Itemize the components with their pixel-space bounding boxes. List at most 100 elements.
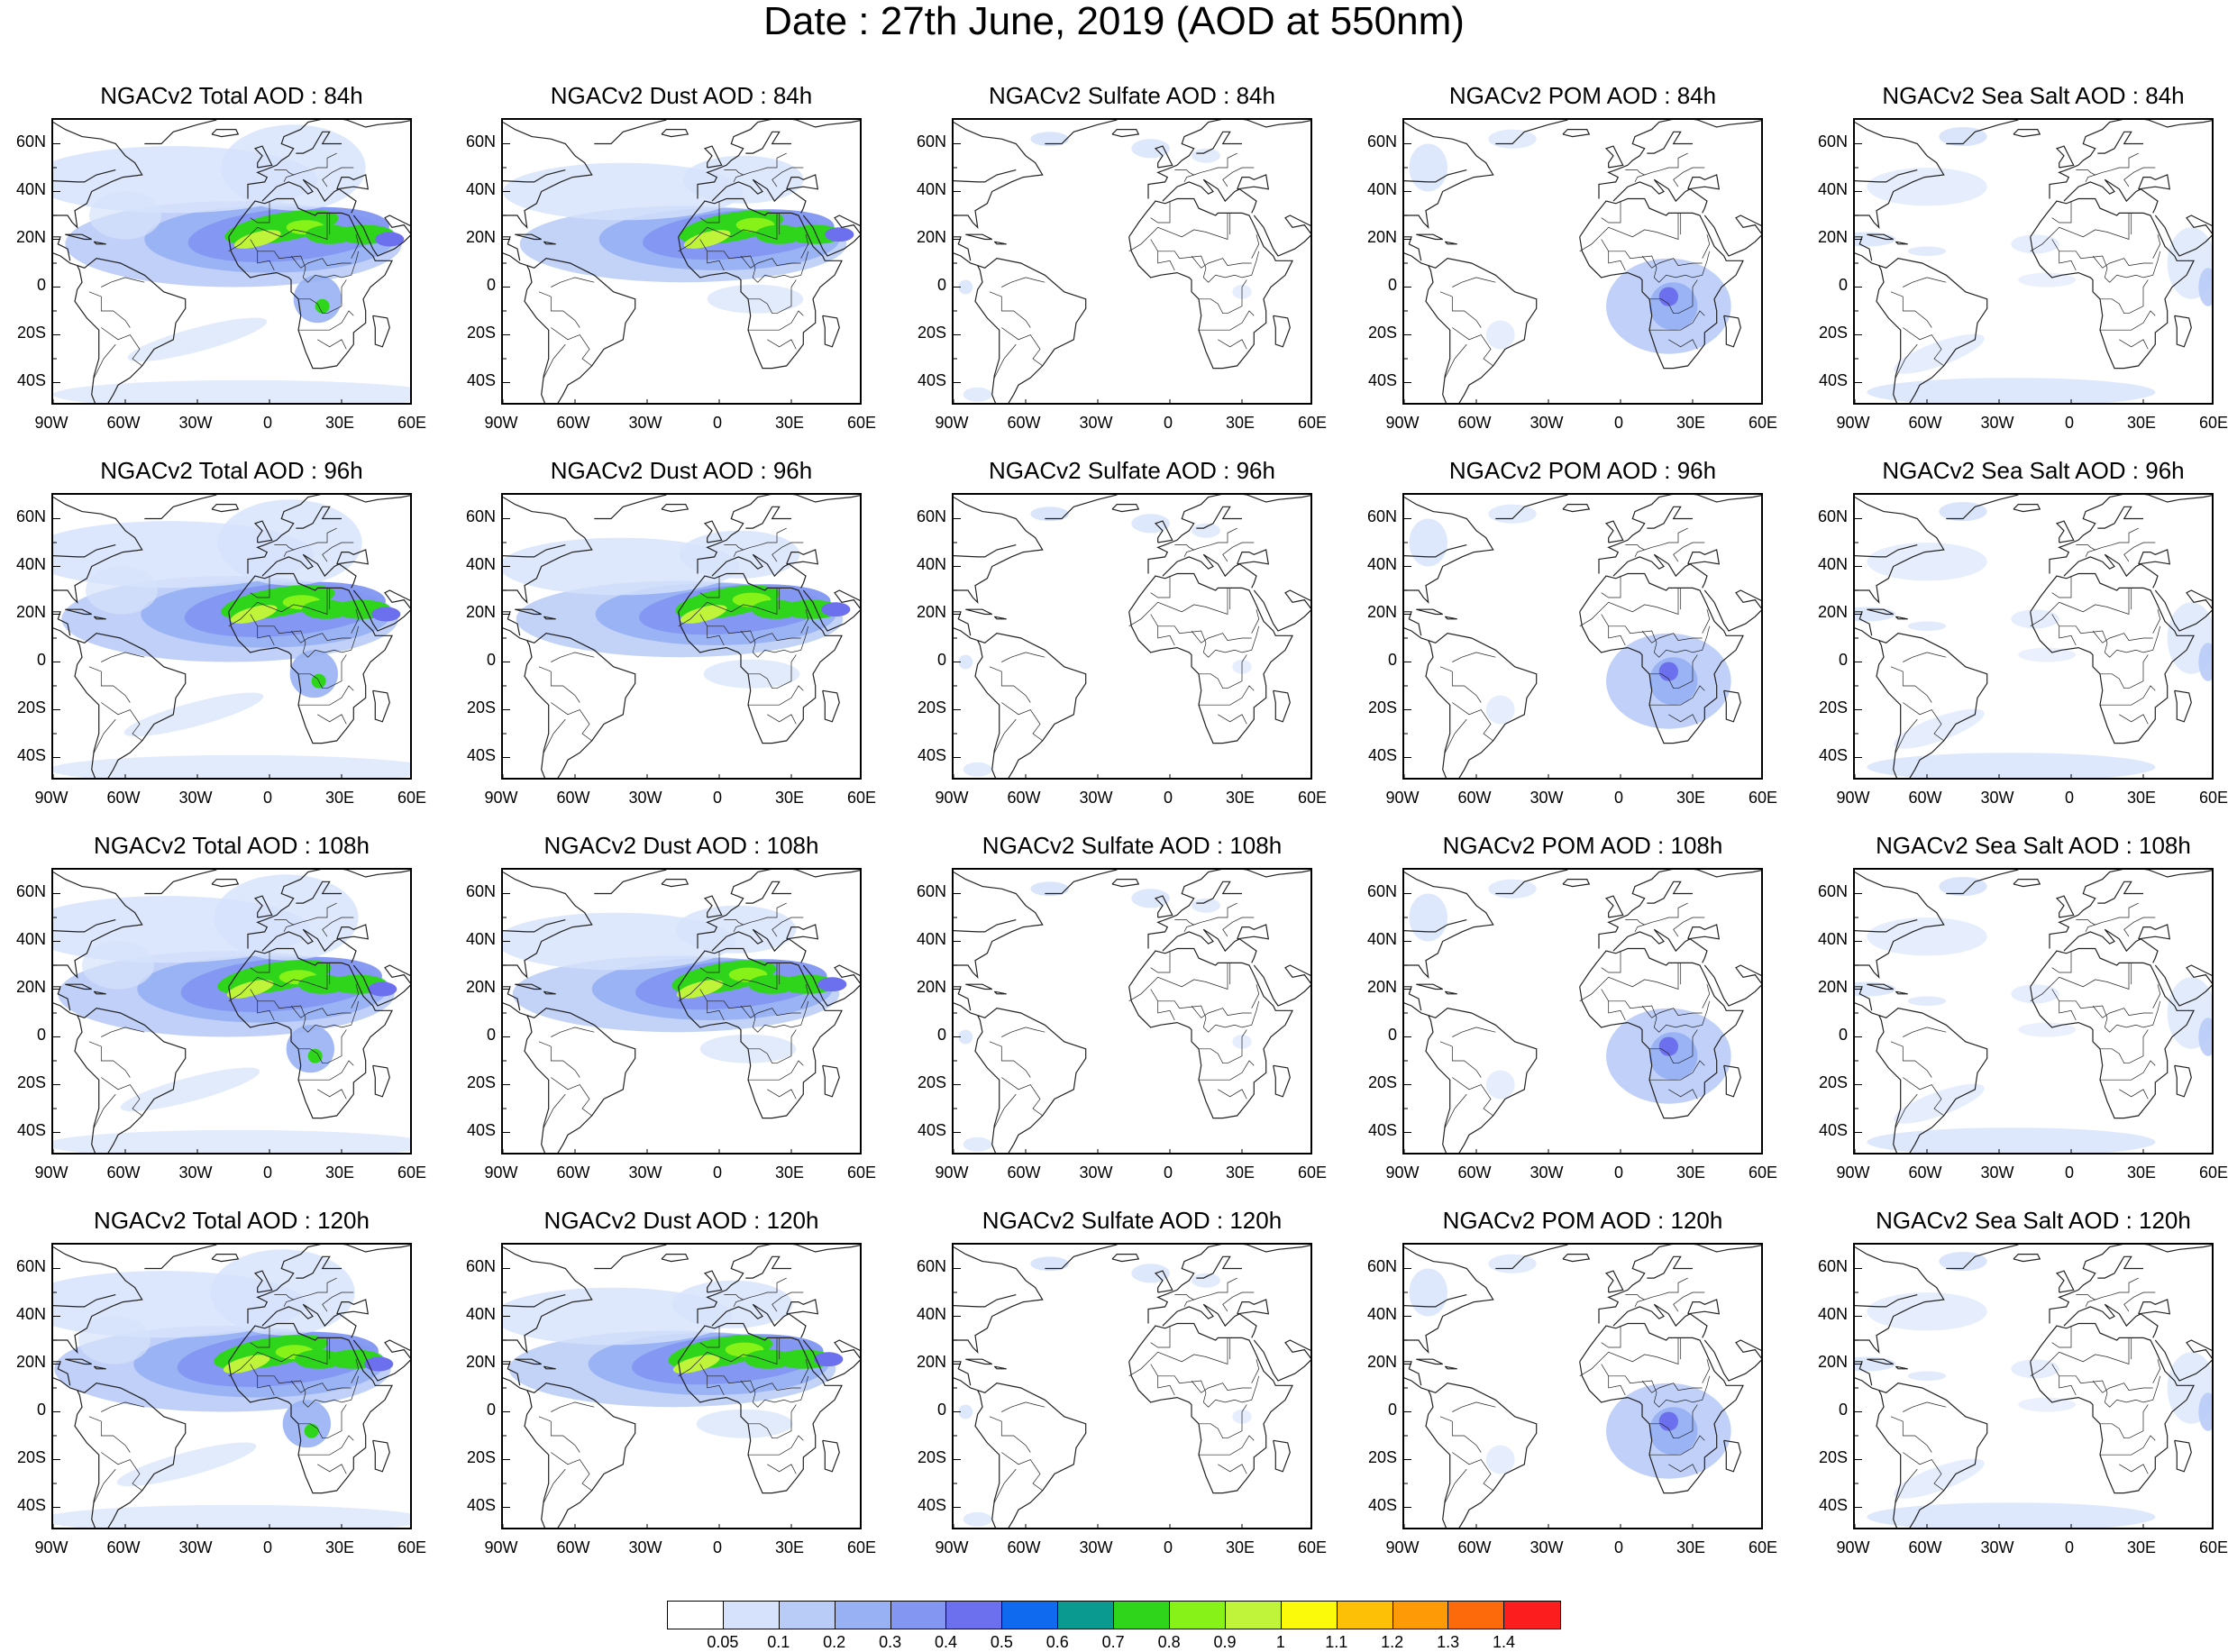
aod-plume <box>676 980 724 999</box>
lon-label: 90W <box>34 789 68 807</box>
country-border <box>2051 239 2161 283</box>
country-border <box>1452 1452 1493 1492</box>
country-border <box>1668 714 1698 725</box>
coastline <box>53 627 78 642</box>
coastline <box>1855 544 1918 558</box>
country-border <box>551 1077 592 1117</box>
lon-label: 0 <box>712 1164 722 1182</box>
country-border <box>1601 239 1711 283</box>
country-border <box>1157 1000 1175 1021</box>
country-border <box>1128 963 1228 1002</box>
country-border <box>1579 213 1679 252</box>
coastline <box>2154 589 2212 632</box>
country-border <box>2076 544 2096 558</box>
country-border <box>740 1005 801 1018</box>
country-border <box>1150 951 1171 973</box>
country-border <box>1668 1464 1698 1474</box>
country-border <box>257 251 275 271</box>
coastline <box>228 197 393 370</box>
lon-label: 60W <box>106 1538 141 1556</box>
aod-plume <box>1192 1273 1220 1288</box>
coastline <box>543 616 556 620</box>
coastline <box>1612 928 1708 963</box>
coastline <box>661 504 689 513</box>
country-border <box>257 625 275 646</box>
coastline <box>993 990 1007 995</box>
country-border <box>1218 714 1247 725</box>
lat-label: 20N <box>15 977 46 996</box>
country-border <box>1444 718 1467 753</box>
country-border <box>2059 625 2077 646</box>
country-border <box>1673 542 1705 562</box>
coastline <box>1604 520 1624 543</box>
sulfate-map-svg <box>954 1245 1310 1528</box>
country-border <box>772 167 804 187</box>
aod-plume <box>963 762 992 777</box>
coastline <box>1647 1255 1693 1279</box>
country-border <box>93 718 116 753</box>
coastline <box>53 919 116 933</box>
country-border <box>551 1027 595 1037</box>
country-border <box>1218 339 1247 350</box>
country-border <box>2092 630 2153 643</box>
country-border <box>1625 544 1646 558</box>
coastline <box>211 129 240 138</box>
country-border <box>699 576 720 598</box>
colorbar-swatch <box>1392 1602 1449 1629</box>
country-border <box>2095 527 2139 551</box>
country-border <box>743 527 787 551</box>
coastline <box>372 315 390 348</box>
country-border <box>772 1291 804 1312</box>
country-border <box>2095 152 2139 176</box>
coastline <box>228 1322 393 1494</box>
dust-aod-map <box>501 1243 862 1529</box>
lon-label: 90W <box>935 414 969 432</box>
pom-map-svg <box>1404 120 1761 403</box>
coastline <box>74 633 187 778</box>
lon-label: 30W <box>178 1164 213 1182</box>
country-border <box>1191 1005 1252 1018</box>
coastline <box>336 174 370 190</box>
country-border <box>699 239 809 283</box>
aod-plume <box>1894 708 1985 749</box>
aod-plume <box>127 317 268 362</box>
coastline <box>974 1383 1087 1528</box>
aod-shading <box>958 1256 1252 1527</box>
aod-plume <box>503 162 744 221</box>
coastline <box>336 924 370 940</box>
lon-label: 60E <box>1297 1164 1328 1182</box>
coastline <box>1404 497 1494 604</box>
panel-title: NGACv2 Dust AOD : 120h <box>543 1207 819 1234</box>
lat-label: 60N <box>1366 507 1397 525</box>
country-border <box>1001 652 1046 662</box>
aod-plume <box>315 298 330 314</box>
coastline <box>1895 1365 1908 1370</box>
country-border <box>250 951 270 973</box>
country-border <box>1001 1452 1043 1492</box>
aod-plume <box>1867 917 1987 956</box>
country-border <box>1641 255 1703 269</box>
country-border <box>2100 654 2149 689</box>
coastline <box>954 169 1017 183</box>
country-border <box>707 1375 725 1396</box>
aod-shading <box>958 132 1252 402</box>
aod-plume <box>680 605 727 624</box>
coastline <box>352 214 410 257</box>
aod-plume <box>963 387 992 402</box>
lat-label: 20S <box>466 1072 496 1091</box>
colorbar-swatch <box>723 1602 780 1629</box>
lat-label: 20N <box>1366 227 1397 246</box>
lon-label: 30E <box>324 789 355 807</box>
coastline <box>786 924 819 940</box>
sulfate-map-svg <box>954 120 1310 403</box>
coastline <box>2049 870 2212 949</box>
coastline <box>703 895 723 918</box>
coastline <box>802 964 860 1007</box>
coastline <box>1404 1377 1429 1392</box>
coastline <box>1612 1303 1708 1338</box>
sulfate-map-svg <box>954 870 1310 1153</box>
sulfate-aod-map <box>952 1243 1312 1529</box>
pom-aod-map <box>1402 493 1763 780</box>
coastline <box>2154 964 2212 1007</box>
country-border <box>293 527 337 551</box>
